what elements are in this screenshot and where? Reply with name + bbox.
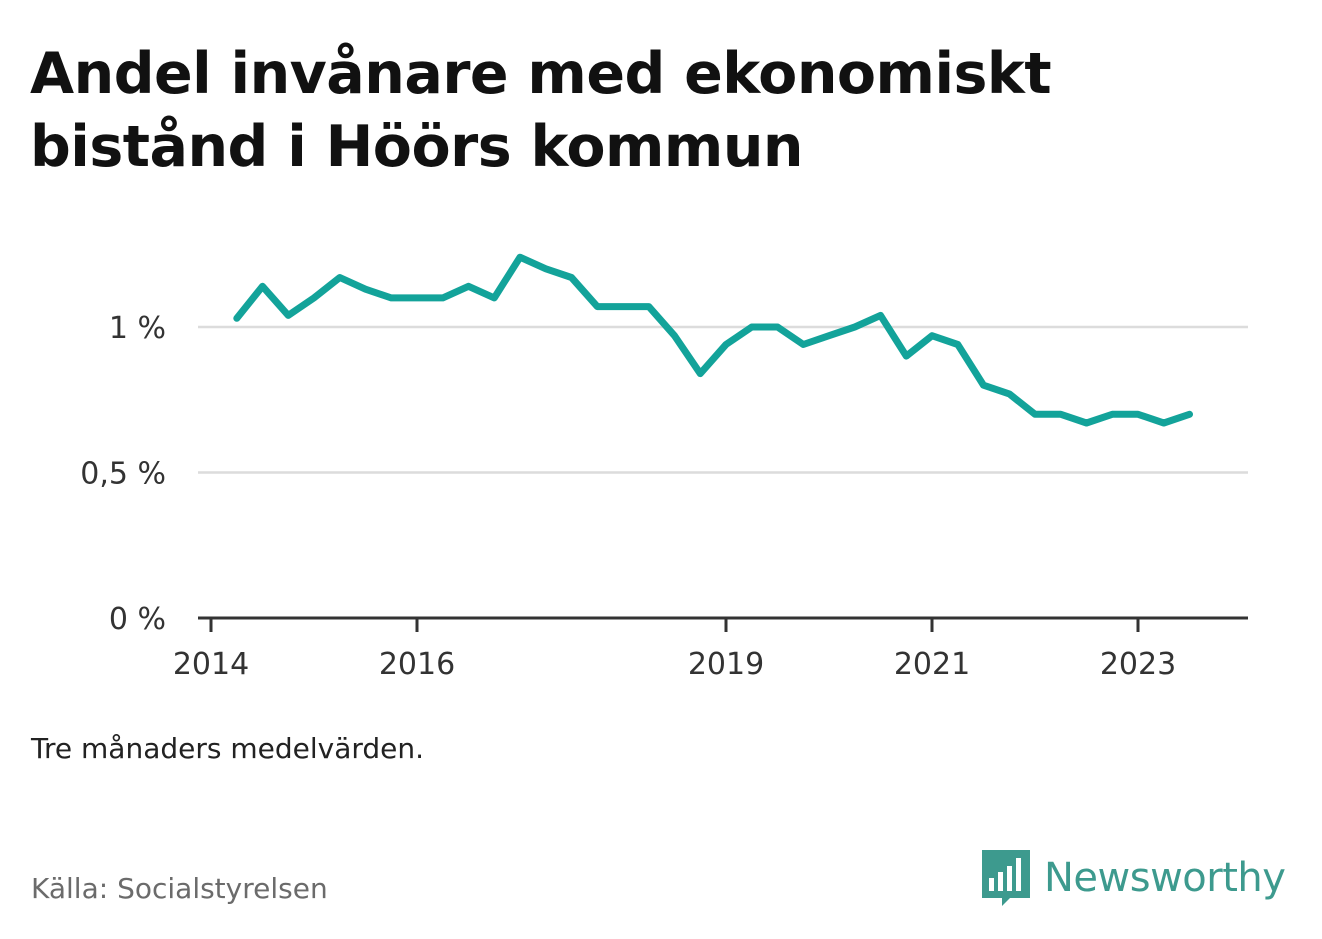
y-tick-label: 0 %: [109, 602, 166, 637]
x-tick-label: 2023: [1100, 647, 1176, 682]
chart-note: Tre månaders medelvärden.: [31, 732, 425, 765]
x-tick-label: 2021: [894, 647, 970, 682]
source-text: Källa: Socialstyrelsen: [31, 872, 328, 905]
brand-logo: Newsworthy: [980, 848, 1286, 908]
brand-name: Newsworthy: [1044, 855, 1286, 901]
y-tick-label: 1 %: [109, 311, 166, 346]
y-tick-label: 0,5 %: [80, 457, 166, 492]
x-tick-label: 2014: [173, 647, 249, 682]
chart-title: Andel invånare med ekonomiskt bistånd i …: [30, 41, 1052, 180]
x-tick-label: 2019: [688, 647, 764, 682]
series-line: [233, 253, 1193, 427]
bar-chart-speech-bubble-icon: [982, 850, 1030, 906]
x-tick-label: 2016: [379, 647, 455, 682]
